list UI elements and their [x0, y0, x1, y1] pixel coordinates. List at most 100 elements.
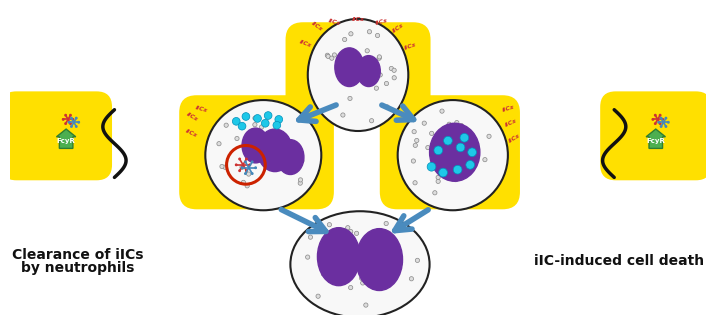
Text: iICs: iICs: [194, 105, 208, 113]
Circle shape: [240, 166, 243, 169]
Circle shape: [328, 223, 331, 227]
Circle shape: [665, 125, 667, 128]
FancyBboxPatch shape: [14, 105, 99, 167]
Circle shape: [430, 163, 434, 168]
Circle shape: [308, 235, 312, 239]
FancyBboxPatch shape: [605, 96, 707, 176]
Circle shape: [354, 231, 359, 236]
FancyBboxPatch shape: [389, 104, 511, 201]
Circle shape: [241, 180, 246, 185]
Circle shape: [70, 125, 73, 128]
FancyBboxPatch shape: [12, 103, 101, 169]
FancyBboxPatch shape: [288, 25, 428, 121]
Circle shape: [384, 221, 388, 226]
FancyBboxPatch shape: [397, 113, 503, 192]
Text: iICs: iICs: [502, 104, 516, 113]
Circle shape: [69, 114, 72, 117]
FancyBboxPatch shape: [211, 127, 302, 178]
Circle shape: [483, 157, 487, 162]
Circle shape: [245, 184, 249, 188]
Circle shape: [444, 136, 452, 145]
Circle shape: [438, 168, 447, 177]
FancyBboxPatch shape: [618, 109, 693, 162]
FancyBboxPatch shape: [286, 22, 431, 124]
Circle shape: [459, 124, 464, 128]
FancyBboxPatch shape: [409, 124, 491, 180]
FancyBboxPatch shape: [19, 109, 94, 162]
FancyBboxPatch shape: [403, 118, 497, 186]
FancyBboxPatch shape: [306, 43, 410, 103]
Text: Clearance of iICs: Clearance of iICs: [12, 248, 143, 262]
Text: by neutrophils: by neutrophils: [21, 261, 135, 275]
Text: iICs: iICs: [508, 133, 521, 144]
Circle shape: [238, 169, 241, 172]
Circle shape: [346, 226, 350, 230]
FancyBboxPatch shape: [400, 116, 500, 189]
Circle shape: [246, 137, 251, 141]
Circle shape: [415, 258, 420, 262]
Circle shape: [348, 32, 353, 36]
FancyBboxPatch shape: [616, 107, 696, 164]
Circle shape: [223, 165, 227, 169]
Circle shape: [426, 146, 430, 150]
FancyBboxPatch shape: [182, 98, 331, 206]
FancyBboxPatch shape: [423, 139, 477, 166]
Circle shape: [440, 109, 444, 113]
Circle shape: [374, 86, 379, 90]
Circle shape: [413, 181, 417, 185]
FancyBboxPatch shape: [314, 51, 402, 95]
Circle shape: [62, 118, 65, 121]
Circle shape: [361, 281, 365, 285]
FancyBboxPatch shape: [304, 40, 413, 106]
FancyBboxPatch shape: [8, 98, 105, 173]
FancyBboxPatch shape: [324, 61, 392, 85]
Circle shape: [380, 267, 384, 271]
Circle shape: [326, 249, 330, 253]
Circle shape: [220, 164, 224, 169]
FancyBboxPatch shape: [26, 116, 87, 156]
FancyBboxPatch shape: [298, 35, 418, 111]
Circle shape: [253, 123, 257, 127]
Circle shape: [373, 271, 377, 275]
FancyBboxPatch shape: [3, 94, 109, 178]
Circle shape: [233, 117, 240, 125]
Circle shape: [253, 116, 257, 120]
FancyBboxPatch shape: [28, 118, 85, 153]
FancyBboxPatch shape: [220, 136, 294, 169]
Circle shape: [333, 53, 336, 57]
Circle shape: [330, 56, 334, 60]
Circle shape: [251, 160, 253, 163]
Circle shape: [341, 229, 345, 233]
Circle shape: [246, 172, 251, 176]
Circle shape: [276, 138, 281, 142]
Circle shape: [487, 134, 491, 139]
Circle shape: [430, 131, 433, 135]
FancyBboxPatch shape: [17, 107, 96, 164]
Ellipse shape: [242, 128, 269, 163]
Circle shape: [240, 165, 244, 170]
FancyBboxPatch shape: [623, 114, 689, 158]
Circle shape: [244, 172, 247, 175]
FancyBboxPatch shape: [395, 110, 505, 195]
FancyBboxPatch shape: [296, 33, 420, 114]
FancyBboxPatch shape: [609, 100, 702, 171]
Circle shape: [434, 146, 443, 155]
Circle shape: [296, 148, 300, 152]
FancyBboxPatch shape: [291, 28, 426, 119]
FancyBboxPatch shape: [217, 133, 297, 172]
Circle shape: [454, 178, 458, 182]
Circle shape: [460, 133, 469, 142]
Circle shape: [375, 33, 379, 38]
Circle shape: [454, 165, 462, 174]
FancyBboxPatch shape: [1, 92, 112, 180]
Circle shape: [367, 30, 372, 34]
FancyBboxPatch shape: [607, 98, 705, 173]
Circle shape: [224, 123, 228, 127]
Circle shape: [464, 159, 468, 164]
Circle shape: [258, 129, 262, 133]
Circle shape: [242, 113, 250, 120]
Ellipse shape: [356, 228, 402, 291]
Circle shape: [433, 191, 437, 195]
FancyBboxPatch shape: [191, 107, 323, 198]
Circle shape: [69, 122, 72, 125]
